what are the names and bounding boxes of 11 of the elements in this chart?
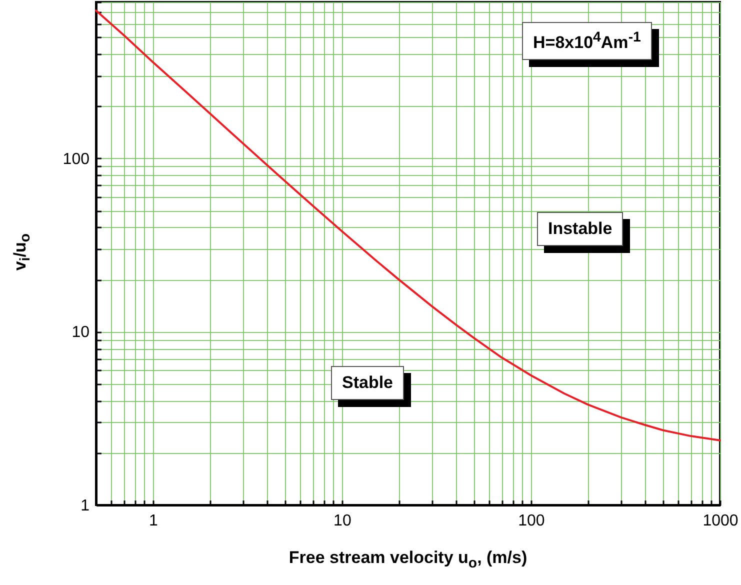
x-tick-label: 10 [334, 512, 352, 530]
annotation: Instable [548, 219, 612, 238]
y-tick-label: 10 [72, 324, 90, 342]
x-tick-label: 100 [518, 512, 545, 530]
y-tick-label: 100 [62, 150, 90, 168]
annotation: Stable [342, 373, 394, 392]
x-tick-label: 1000 [702, 512, 738, 530]
x-tick-label: 1 [148, 512, 158, 530]
y-tick-label: 1 [80, 498, 90, 514]
x-axis-title: Free stream velocity u$_{o}$, (m/s) [288, 548, 528, 572]
annotation: H=8x10$^{4}$Am$^{-1}$ [533, 29, 641, 52]
